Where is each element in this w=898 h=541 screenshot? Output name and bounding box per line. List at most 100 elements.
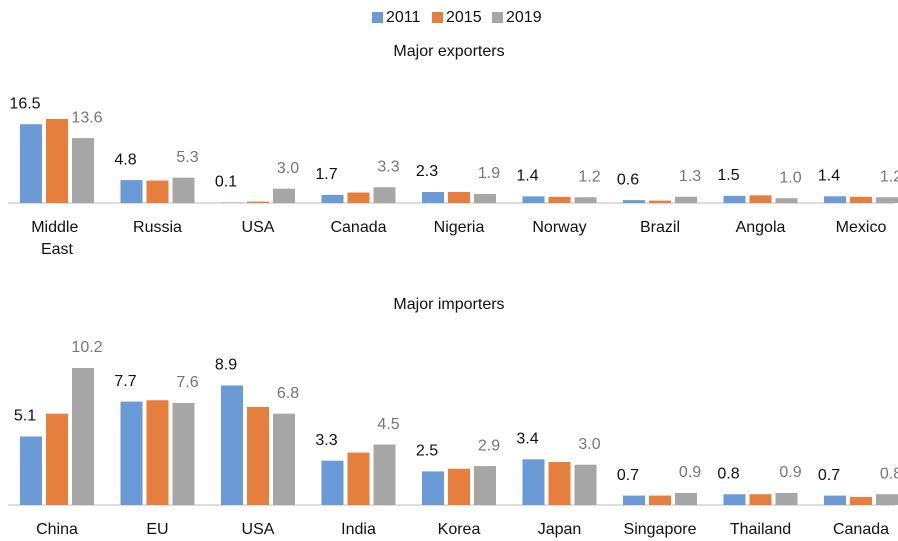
data-label: 4.8 xyxy=(114,151,136,168)
bar xyxy=(448,468,470,505)
bar xyxy=(247,406,269,505)
bar xyxy=(422,471,444,505)
bar xyxy=(548,196,571,203)
data-label: 0.8 xyxy=(717,465,739,482)
bar xyxy=(273,188,295,203)
data-label: 6.8 xyxy=(277,385,299,402)
bar xyxy=(723,494,746,505)
data-label: 3.4 xyxy=(516,431,538,448)
bar xyxy=(448,192,470,203)
x-tick-label: Norway xyxy=(532,219,586,236)
data-label: 8.9 xyxy=(215,357,237,374)
data-label: 7.7 xyxy=(114,373,136,390)
bar xyxy=(522,196,545,203)
bar xyxy=(623,495,645,505)
bar xyxy=(649,200,671,203)
data-label: 1.0 xyxy=(779,169,801,186)
x-tick-label: Russia xyxy=(133,219,182,236)
data-label: 1.7 xyxy=(315,166,337,183)
legend-swatch xyxy=(372,12,383,23)
x-tick-label: China xyxy=(36,521,78,538)
data-label: 13.6 xyxy=(71,109,102,126)
x-tick-label: USA xyxy=(242,521,275,538)
data-label: 1.4 xyxy=(818,168,840,185)
bar xyxy=(824,196,846,203)
data-label: 5.3 xyxy=(176,149,198,166)
data-label: 1.2 xyxy=(578,168,600,185)
x-tick-label: Canada xyxy=(833,521,889,538)
data-label: 0.9 xyxy=(779,464,801,481)
data-label: 4.5 xyxy=(377,416,399,433)
bar xyxy=(347,192,370,203)
data-label: 3.0 xyxy=(578,436,600,453)
bar xyxy=(321,460,344,505)
x-tick-label: USA xyxy=(242,219,275,236)
bar xyxy=(574,464,597,505)
x-tick-label: Brazil xyxy=(640,219,680,236)
chart-title: Major importers xyxy=(393,296,504,313)
x-tick-label: Nigeria xyxy=(434,219,485,236)
data-label: 5.1 xyxy=(14,408,36,425)
data-label: 7.6 xyxy=(176,374,198,391)
bar xyxy=(824,495,846,505)
legend-swatch xyxy=(432,12,443,23)
bar xyxy=(623,200,645,203)
data-label: 10.2 xyxy=(71,339,102,356)
data-label: 1.2 xyxy=(880,168,898,185)
chart-title: Major exporters xyxy=(393,43,504,60)
legend-label: 2019 xyxy=(506,9,542,26)
bar xyxy=(775,198,798,203)
x-tick-label: EU xyxy=(146,521,168,538)
bar xyxy=(474,193,496,203)
bar xyxy=(146,400,169,505)
data-label: 2.3 xyxy=(416,163,438,180)
bar xyxy=(172,177,195,203)
bar xyxy=(574,197,597,203)
bar xyxy=(749,494,772,505)
bar xyxy=(675,196,697,203)
bar xyxy=(273,413,295,505)
data-label: 0.7 xyxy=(617,467,639,484)
data-label: 3.3 xyxy=(315,432,337,449)
bar xyxy=(749,195,772,203)
legend-label: 2015 xyxy=(446,9,482,26)
data-label: 0.8 xyxy=(880,465,898,482)
legend-label: 2011 xyxy=(386,9,421,26)
bar xyxy=(120,401,143,505)
legend-swatch xyxy=(492,12,503,23)
bar xyxy=(46,413,68,505)
bar xyxy=(474,466,496,505)
x-tick-label: Canada xyxy=(330,219,386,236)
data-label: 1.3 xyxy=(679,168,701,185)
x-tick-label: India xyxy=(341,521,376,538)
bar xyxy=(422,192,444,203)
x-tick-label: Singapore xyxy=(624,521,697,538)
bar xyxy=(373,444,396,505)
bar xyxy=(649,495,671,505)
bar xyxy=(72,368,94,505)
bar xyxy=(373,187,396,203)
data-label: 1.9 xyxy=(478,165,500,182)
bar xyxy=(120,180,143,203)
bar xyxy=(46,119,68,203)
bar xyxy=(172,402,195,505)
data-label: 3.3 xyxy=(377,158,399,175)
bar xyxy=(775,492,798,505)
x-tick-label: Mexico xyxy=(836,219,887,236)
bar xyxy=(20,124,42,203)
bar xyxy=(347,452,370,505)
data-label: 0.9 xyxy=(679,464,701,481)
bar xyxy=(321,194,344,203)
bar xyxy=(20,436,42,505)
x-tick-label: Angola xyxy=(736,219,786,236)
bar xyxy=(876,197,898,203)
x-tick-label: Korea xyxy=(438,521,481,538)
bar xyxy=(675,492,697,505)
bar xyxy=(723,195,746,203)
data-label: 3.0 xyxy=(277,160,299,177)
data-label: 2.9 xyxy=(478,437,500,454)
bar xyxy=(221,385,243,505)
bar xyxy=(850,496,872,505)
data-label: 0.6 xyxy=(617,171,639,188)
